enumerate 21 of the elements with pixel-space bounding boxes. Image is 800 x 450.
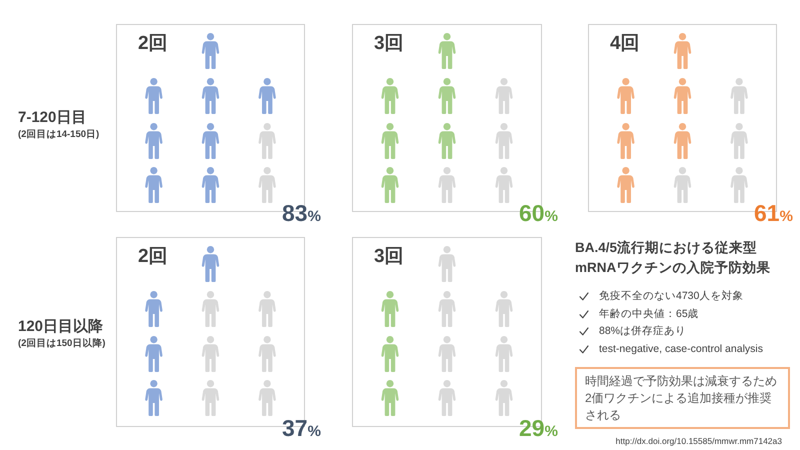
text: BA.4/5流行期における従来型mRNAワクチンの入院予防効果 — [575, 239, 772, 277]
text: 3回 — [374, 33, 404, 54]
text: test-negative, case-control analysis — [598, 342, 763, 356]
note-frame: 時間経過で予防効果は減衰するため2価ワクチンによる追加接種が推奨される — [575, 367, 790, 429]
data-label: 60% — [519, 200, 558, 226]
text: 7-120日目 — [18, 109, 88, 127]
text: 120日目以降 — [18, 318, 104, 336]
text: http://dx.doi.org/10.15585/mmwr.mm7142a3 — [616, 436, 782, 446]
text: 4回 — [610, 33, 640, 54]
data-label: 83% — [282, 200, 321, 226]
text: 2回 — [138, 33, 168, 54]
text: 88%は併存症あり — [598, 324, 688, 339]
data-label: 37% — [282, 415, 321, 441]
data-label: 29% — [519, 415, 558, 441]
text: (2回目は14-150日) — [18, 128, 100, 141]
text: 免疫不全のない4730人を対象 — [598, 289, 744, 304]
text: 3回 — [374, 246, 404, 267]
data-label: 61% — [754, 200, 793, 226]
text: 年齢の中央値：65歳 — [598, 306, 700, 322]
text: 2回 — [138, 246, 168, 267]
text: (2回目は150日以降) — [18, 337, 106, 350]
